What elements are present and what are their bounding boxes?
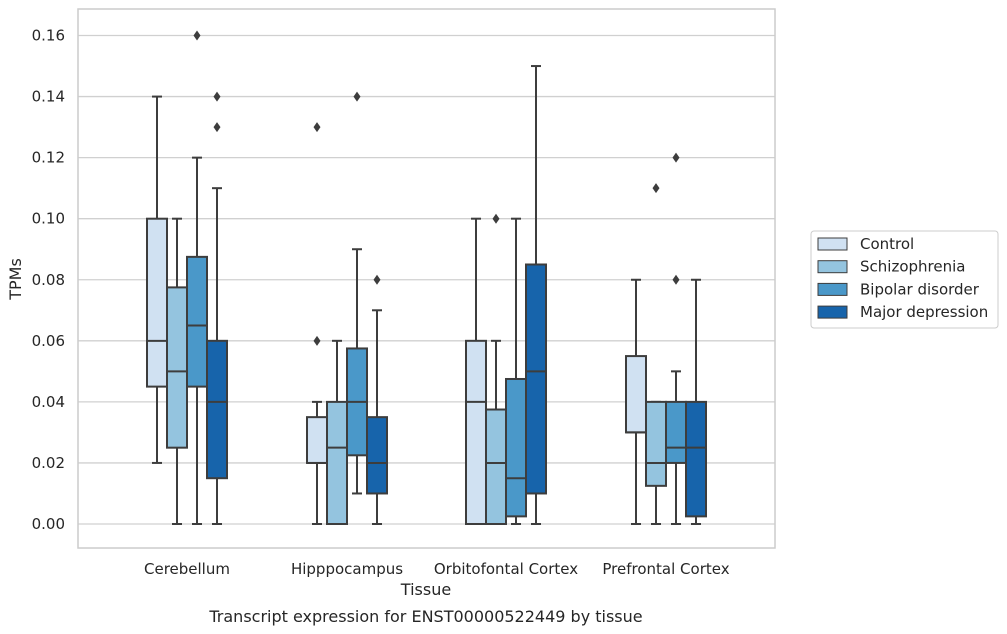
- box-schizophrenia: [645, 183, 667, 525]
- box-iqr: [166, 286, 188, 449]
- box-iqr: [665, 400, 687, 464]
- box-iqr: [366, 416, 388, 495]
- legend-swatch: [817, 260, 848, 274]
- plot-frame: [77, 8, 776, 549]
- outlier-point: [213, 122, 221, 133]
- y-tick-label: 0.08: [32, 271, 65, 289]
- legend: Control Schizophrenia Bipolar disorder Majo…: [810, 230, 999, 329]
- box-iqr: [625, 355, 647, 434]
- box-bipolar-disorder: [505, 217, 527, 525]
- box-control: [625, 278, 647, 525]
- box-major-depression: [685, 278, 707, 525]
- box-control: [306, 122, 328, 525]
- box-iqr: [465, 339, 487, 525]
- legend-label: Schizophrenia: [860, 258, 965, 276]
- box-iqr: [485, 408, 507, 526]
- y-tick-label: 0.04: [32, 393, 65, 411]
- y-axis-label: TPMs: [6, 258, 25, 301]
- x-axis-ticks: Cerebellum Hipppocampus Orbitofontal Corte…: [144, 560, 730, 578]
- outlier-point: [193, 30, 201, 41]
- outlier-point: [672, 274, 680, 285]
- x-tick-label: Prefrontal Cortex: [602, 560, 729, 578]
- box-iqr: [505, 377, 527, 518]
- box-iqr: [146, 217, 168, 388]
- legend-label: Major depression: [860, 303, 988, 321]
- chart-caption: Transcript expression for ENST0000052244…: [208, 607, 642, 626]
- x-tick-label: Orbitofontal Cortex: [434, 560, 578, 578]
- y-tick-label: 0.16: [32, 27, 65, 45]
- legend-swatch: [817, 305, 848, 319]
- box-iqr: [306, 416, 328, 464]
- box-major-depression: [206, 91, 228, 525]
- box-major-depression: [525, 65, 547, 525]
- legend-frame: [810, 230, 999, 329]
- box-iqr: [326, 400, 348, 526]
- box-major-depression: [366, 274, 388, 525]
- legend-label: Bipolar disorder: [860, 280, 980, 298]
- outlier-point: [213, 91, 221, 102]
- outlier-point: [373, 274, 381, 285]
- box-iqr: [685, 400, 707, 518]
- y-tick-label: 0.14: [32, 88, 65, 106]
- box-schizophrenia: [166, 217, 188, 525]
- y-tick-label: 0.00: [32, 515, 65, 533]
- outlier-point: [492, 213, 500, 224]
- box-bipolar-disorder: [346, 91, 368, 495]
- boxes: [146, 30, 707, 526]
- box-bipolar-disorder: [665, 152, 687, 525]
- x-tick-label: Cerebellum: [144, 560, 230, 578]
- y-tick-label: 0.02: [32, 454, 65, 472]
- outlier-point: [652, 183, 660, 194]
- outlier-point: [313, 122, 321, 133]
- y-tick-label: 0.12: [32, 149, 65, 167]
- x-tick-label: Hipppocampus: [291, 560, 403, 578]
- outlier-point: [672, 152, 680, 163]
- box-iqr: [186, 255, 208, 388]
- box-control: [465, 217, 487, 525]
- x-axis-label: Tissue: [400, 580, 451, 599]
- legend-swatch: [817, 282, 848, 296]
- outlier-point: [353, 91, 361, 102]
- box-schizophrenia: [485, 213, 507, 526]
- legend-swatch: [817, 237, 848, 251]
- y-axis-ticks: 0.00 0.02 0.04 0.06 0.08 0.10 0.12 0.14 0.16: [32, 27, 65, 533]
- box-bipolar-disorder: [186, 30, 208, 525]
- box-iqr: [206, 339, 228, 480]
- y-tick-label: 0.06: [32, 332, 65, 350]
- y-tick-label: 0.10: [32, 210, 65, 228]
- legend-label: Control: [860, 235, 914, 253]
- box-iqr: [645, 400, 667, 487]
- box-control: [146, 95, 168, 464]
- box-iqr: [525, 263, 547, 495]
- outlier-point: [313, 335, 321, 346]
- box-schizophrenia: [326, 339, 348, 526]
